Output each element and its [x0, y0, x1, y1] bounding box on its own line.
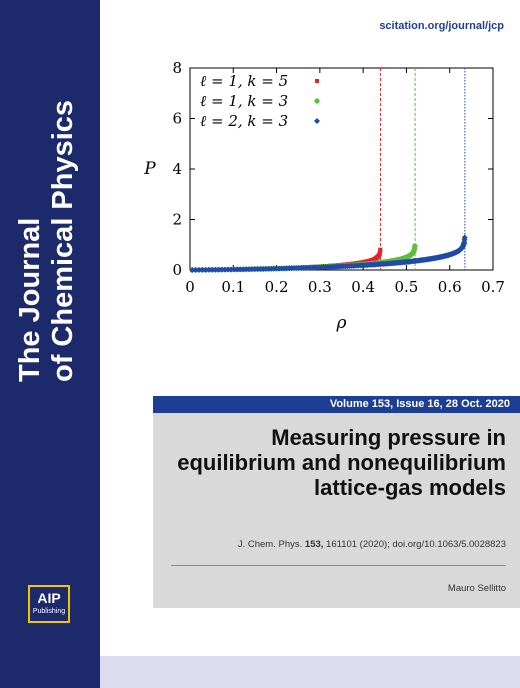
article-title: Measuring pressure in equilibrium and no… — [177, 425, 506, 500]
volume-issue-banner: Volume 153, Issue 16, 28 Oct. 2020 — [153, 396, 520, 413]
legend-marker — [314, 118, 320, 124]
x-tick-label: 0.3 — [308, 278, 332, 296]
journal-title-line1: The Journal — [14, 217, 46, 382]
publishing-logo-text: Publishing — [32, 608, 66, 615]
series-1-point — [378, 248, 383, 253]
series-3-point — [209, 266, 216, 273]
x-tick-label: 0.1 — [221, 278, 245, 296]
legend-label: ℓ = 2, k = 3 — [200, 112, 288, 130]
journal-title: The Journal of Chemical Physics — [14, 52, 80, 382]
series-3-point — [196, 266, 203, 273]
y-axis-label: P — [143, 159, 156, 179]
aip-publishing-logo: AIP Publishing — [28, 585, 70, 623]
series-2-point — [412, 243, 418, 250]
sidebar: The Journal of Chemical Physics AIP Publ… — [0, 0, 100, 688]
citation-prefix: J. Chem. Phys. — [237, 539, 305, 550]
y-tick-label: 2 — [172, 211, 182, 229]
series-3-point — [218, 266, 225, 273]
legend-label: ℓ = 1, k = 5 — [200, 72, 288, 90]
divider — [171, 565, 506, 566]
article-info-box: Measuring pressure in equilibrium and no… — [153, 413, 520, 608]
x-tick-label: 0 — [185, 278, 195, 296]
series-3-point — [215, 266, 222, 273]
citation-volume: 153, — [304, 539, 324, 550]
series-3-point — [237, 266, 244, 273]
series-3-point — [225, 266, 232, 273]
article-author: Mauro Sellitto — [447, 583, 506, 594]
pressure-density-chart: 0 0.1 0.2 0.3 0.4 0.5 0.6 0.7 0 2 4 6 8 ρ Pℓ = 1, k = … — [143, 59, 505, 333]
series-3-point — [234, 266, 241, 273]
series-3-point — [212, 266, 219, 273]
journal-url-link[interactable]: scitation.org/journal/jcp — [379, 20, 504, 32]
y-tick-label: 6 — [172, 110, 182, 128]
x-tick-label: 0.7 — [481, 278, 505, 296]
series-3-point — [228, 266, 235, 273]
legend-marker — [314, 98, 320, 104]
y-tick-label: 4 — [172, 160, 182, 178]
citation-suffix: 161101 (2020); doi.org/10.1063/5.0028823 — [323, 539, 506, 550]
legend-marker — [315, 79, 319, 83]
y-tick-label: 0 — [172, 261, 182, 279]
x-tick-label: 0.4 — [351, 278, 375, 296]
aip-logo-text: AIP — [37, 590, 61, 606]
series-3-point — [192, 266, 199, 273]
x-tick-label: 0.5 — [394, 278, 418, 296]
x-tick-label: 0.6 — [438, 278, 462, 296]
x-axis-label: ρ — [336, 313, 347, 333]
series-3-point — [222, 266, 229, 273]
y-tick-label: 8 — [172, 59, 182, 77]
series-3-point — [199, 266, 206, 273]
bottom-band — [100, 656, 520, 688]
series-3-point — [206, 266, 213, 273]
series-3-point — [189, 266, 196, 273]
legend-label: ℓ = 1, k = 3 — [200, 92, 288, 110]
journal-title-line2: of Chemical Physics — [47, 99, 79, 382]
series-3-point — [461, 236, 468, 243]
x-tick-label: 0.2 — [265, 278, 289, 296]
series-3-point — [202, 266, 209, 273]
article-citation: J. Chem. Phys. 153, 161101 (2020); doi.o… — [238, 539, 506, 550]
